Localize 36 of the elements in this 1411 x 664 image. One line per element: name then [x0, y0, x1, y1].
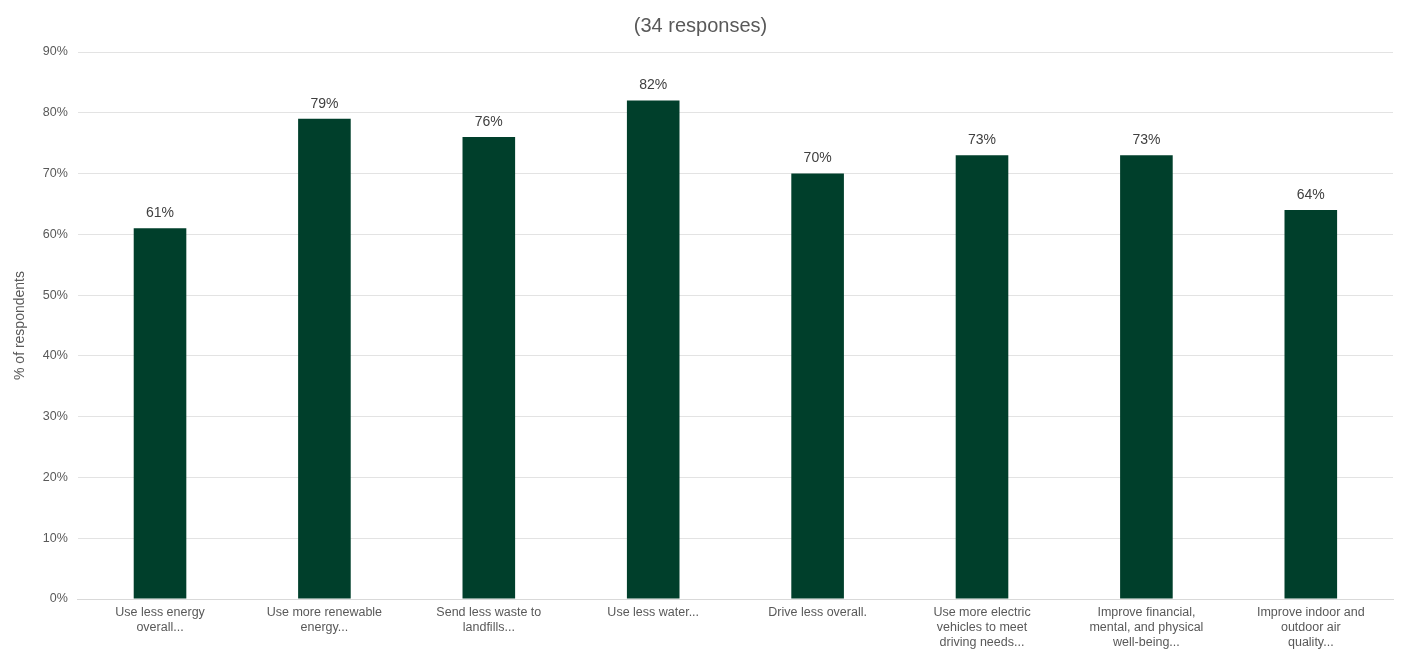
x-tick-label: Use less water... — [607, 604, 700, 619]
chart-title: (34 responses) — [633, 13, 768, 36]
y-tick-label: 0% — [49, 591, 68, 606]
x-tick-label: Use more electric vehicles to meet driving needs... — [933, 604, 1031, 649]
y-tick-label: 10% — [42, 530, 68, 545]
data-label: 64% — [1296, 185, 1325, 202]
data-label: 70% — [803, 149, 832, 166]
y-tick-label: 50% — [42, 287, 68, 302]
bar — [298, 118, 351, 599]
x-tick-label: Drive less overall. — [768, 604, 867, 619]
y-tick-label: 90% — [42, 44, 68, 59]
y-tick-label: 20% — [42, 469, 68, 484]
data-label: 76% — [474, 112, 503, 129]
bar — [462, 137, 516, 599]
x-tick-label: Improve indoor and outdoor air quality... — [1256, 604, 1365, 649]
bar — [626, 100, 680, 599]
y-tick-label: 80% — [42, 105, 68, 120]
bar — [791, 173, 844, 599]
x-tick-label: Send less waste to landfills... — [436, 604, 542, 634]
data-label: 79% — [310, 94, 339, 111]
data-label: 73% — [1132, 131, 1161, 148]
data-label: 73% — [967, 131, 997, 148]
bar — [1284, 210, 1338, 599]
y-tick-label: 70% — [42, 166, 68, 181]
y-axis-title: % of respondents — [11, 271, 28, 380]
bar — [1120, 155, 1173, 599]
x-tick-label: Use less energy overall... — [115, 604, 206, 634]
data-label: 61% — [146, 204, 175, 221]
y-tick-label: 30% — [42, 409, 68, 424]
x-tick-label: Improve financial, mental, and physical well-being... — [1089, 604, 1204, 649]
bar — [133, 228, 187, 599]
x-tick-label: Use more renewable energy... — [266, 604, 383, 634]
data-label: 82% — [639, 76, 668, 93]
y-tick-label: 60% — [42, 226, 68, 241]
bar — [955, 155, 1009, 599]
y-tick-label: 40% — [42, 348, 68, 363]
